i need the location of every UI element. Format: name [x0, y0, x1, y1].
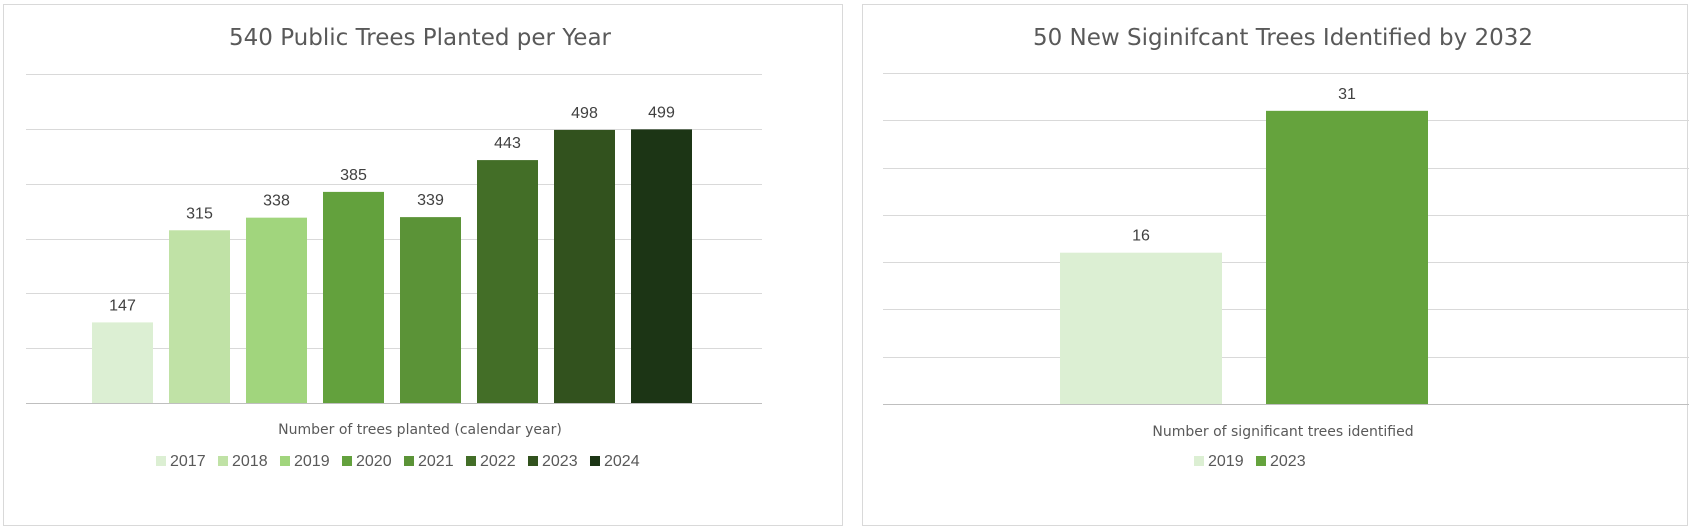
bars: [1060, 110, 1428, 404]
legend: 2019 2023: [1194, 453, 1306, 470]
data-label-2024: 499: [648, 104, 675, 121]
bar-2018: [169, 230, 230, 403]
legend-label: 2018: [232, 453, 268, 470]
legend-label: 2021: [418, 453, 454, 470]
legend-swatch: [1256, 456, 1266, 466]
legend-item-2021: 2021: [404, 453, 454, 470]
data-label-2022: 443: [494, 135, 521, 152]
bar-2022: [477, 160, 538, 403]
data-label-2023: 31: [1338, 86, 1356, 103]
legend-swatch: [342, 456, 352, 466]
chart-title: 540 Public Trees Planted per Year: [229, 25, 612, 51]
legend-label: 2023: [542, 453, 578, 470]
data-label-2017: 147: [109, 297, 136, 314]
data-labels: 147 315 338 385 339 443 498 499: [109, 104, 675, 314]
data-label-2023: 498: [571, 105, 598, 122]
legend-swatch: [218, 456, 228, 466]
legend-swatch: [156, 456, 166, 466]
legend-swatch: [404, 456, 414, 466]
x-axis-label: Number of trees planted (calendar year): [278, 422, 562, 438]
chart-title: 50 New Siginifcant Trees Identified by 2…: [1033, 25, 1533, 51]
bars: [92, 129, 692, 404]
legend-label: 2024: [604, 453, 640, 470]
legend-swatch: [528, 456, 538, 466]
data-label-2019: 16: [1132, 228, 1150, 245]
bar-2019: [1060, 252, 1222, 404]
bar-2023: [1266, 110, 1428, 404]
legend-label: 2017: [170, 453, 206, 470]
bar-2020: [323, 191, 384, 403]
legend: 2017 2018 2019 2020 2021 2022 2023 2024: [156, 453, 640, 470]
data-label-2018: 315: [186, 205, 213, 222]
legend-label: 2023: [1270, 453, 1306, 470]
bar-2023: [554, 129, 615, 403]
bar-2019: [246, 217, 307, 403]
legend-item-2023: 2023: [1256, 453, 1306, 470]
chart-panel-significant-trees: 50 New Siginifcant Trees Identified by 2…: [862, 4, 1689, 526]
legend-label: 2020: [356, 453, 392, 470]
data-label-2021: 339: [417, 192, 444, 209]
legend-swatch: [590, 456, 600, 466]
legend-item-2018: 2018: [218, 453, 268, 470]
chart-trees-planted: 540 Public Trees Planted per Year 147 315…: [26, 25, 762, 470]
bar-2024: [631, 129, 692, 404]
legend-item-2020: 2020: [342, 453, 392, 470]
x-axis-label: Number of significant trees identified: [1152, 424, 1413, 440]
legend-item-2022: 2022: [466, 453, 516, 470]
bar-2021: [400, 217, 461, 403]
legend-swatch: [280, 456, 290, 466]
legend-swatch: [466, 456, 476, 466]
legend-item-2024: 2024: [590, 453, 640, 470]
legend-item-2023: 2023: [528, 453, 578, 470]
legend-item-2019: 2019: [1194, 453, 1244, 470]
legend-label: 2019: [294, 453, 330, 470]
chart-significant-trees: 50 New Siginifcant Trees Identified by 2…: [883, 25, 1689, 470]
legend-label: 2022: [480, 453, 516, 470]
chart-panel-trees-planted: 540 Public Trees Planted per Year 147 315…: [3, 4, 843, 526]
legend-item-2019: 2019: [280, 453, 330, 470]
data-label-2019: 338: [263, 193, 290, 210]
legend-swatch: [1194, 456, 1204, 466]
legend-label: 2019: [1208, 453, 1244, 470]
data-label-2020: 385: [340, 167, 367, 184]
legend-item-2017: 2017: [156, 453, 206, 470]
bar-2017: [92, 322, 153, 403]
